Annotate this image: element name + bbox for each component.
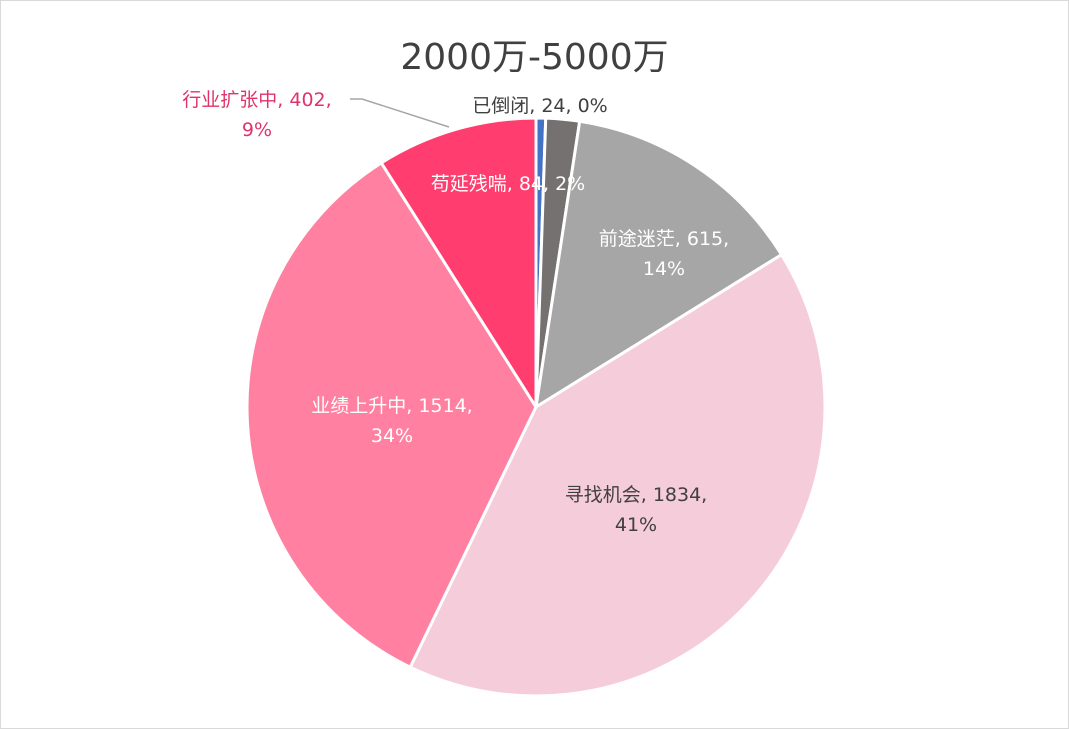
pie-slice-3 (408, 253, 827, 698)
slice-label-0: 已倒闭, 24, 0% (472, 95, 607, 117)
leader-line (350, 98, 450, 128)
slice-label-4: 业绩上升中, 1514, 34% (311, 395, 472, 447)
slice-label-3: 寻找机会, 1834, 41% (565, 484, 707, 536)
slice-label-1: 苟延残喘, 84, 2% (431, 173, 585, 195)
slice-labels: 已倒闭, 24, 0% 苟延残喘, 84, 2% 前途迷茫, 615, 14% 寻找机会… (182, 89, 729, 536)
pie-slice-5 (379, 116, 538, 409)
slice-label-5: 行业扩张中, 402, 9% (182, 89, 331, 141)
pie-slices (245, 116, 827, 698)
slice-label-2: 前途迷茫, 615, 14% (599, 228, 729, 280)
pie-slice-2 (534, 119, 784, 409)
chart-title: 2000万-5000万 (400, 37, 669, 78)
pie-slice-4 (245, 161, 538, 669)
leader-lines (350, 98, 450, 128)
